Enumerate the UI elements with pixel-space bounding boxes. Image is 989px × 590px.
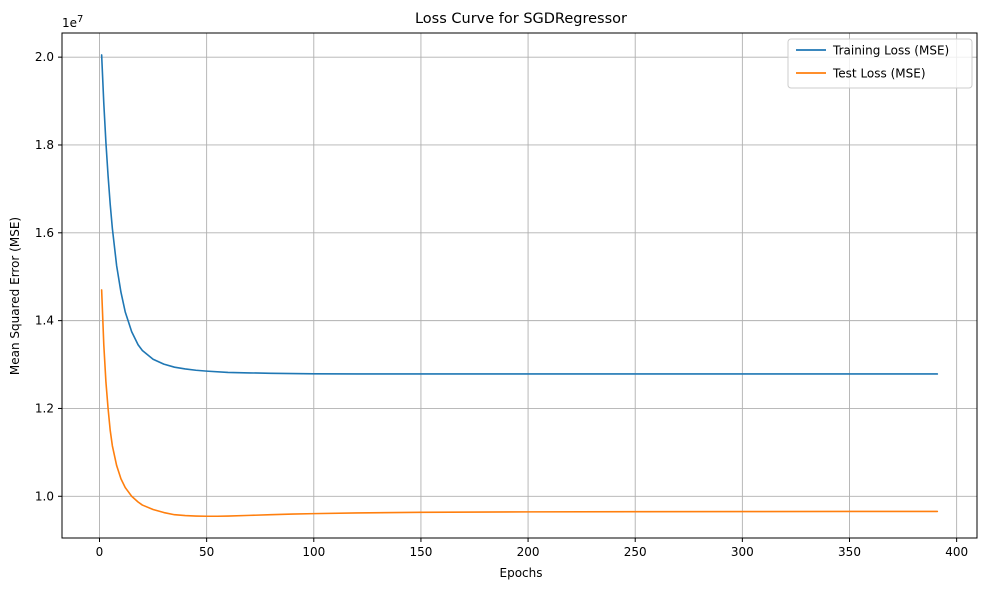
y-tick-label: 1.8 — [35, 138, 54, 152]
x-tick-label: 50 — [199, 545, 214, 559]
x-tick-label: 250 — [624, 545, 647, 559]
legend-label-training-loss: Training Loss (MSE) — [832, 44, 949, 58]
training-loss-line — [100, 54, 939, 375]
legend-box — [787, 38, 973, 89]
grid — [62, 33, 977, 538]
y-tick-label: 1.0 — [35, 489, 54, 503]
test-loss-line — [100, 289, 939, 518]
x-tick-label: 400 — [945, 545, 968, 559]
y-tick-label: 2.0 — [35, 50, 54, 64]
x-tick-label: 200 — [517, 545, 540, 559]
y-axis-label: Mean Squared Error (MSE) — [8, 217, 22, 375]
axes — [61, 32, 978, 539]
x-axis-label: Epochs — [500, 566, 543, 580]
x-tick-label: 300 — [731, 545, 754, 559]
y-axis-offset-label: 1e7 — [62, 14, 83, 30]
x-tick-label: 0 — [96, 545, 104, 559]
y-tick-label: 1.4 — [35, 314, 54, 328]
series-layer — [100, 54, 939, 518]
y-tick-label: 1.6 — [35, 226, 54, 240]
plot-frame — [61, 32, 978, 539]
x-tick-label: 100 — [302, 545, 325, 559]
x-tick-label: 150 — [409, 545, 432, 559]
chart-title: Loss Curve for SGDRegressor — [415, 11, 627, 27]
y-tick-label: 1.2 — [35, 401, 54, 415]
legend-label-test-loss: Test Loss (MSE) — [832, 67, 926, 81]
ticks: 0 50 100 150 200 250 300 350 400 1.0 1.2 1.4 1.6 1.8 2… — [35, 50, 968, 559]
legend: Training Loss (MSE) Test Loss (MSE) — [787, 38, 973, 89]
x-tick-label: 350 — [838, 545, 861, 559]
